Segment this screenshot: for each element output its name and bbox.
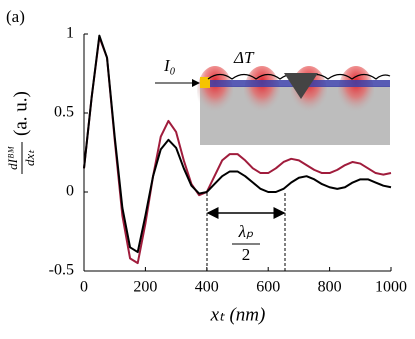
inset-schematic: I₀ ΔT (155, 48, 391, 145)
probe-tip (284, 73, 318, 99)
x-tick-label: 1000 (375, 279, 407, 296)
period-annotation: λₚ 2 (206, 193, 286, 271)
panel-label: (a) (6, 7, 25, 26)
x-tick-label: 800 (318, 279, 342, 296)
x-tick-label: 400 (195, 279, 219, 296)
y-tick-label: 0 (66, 183, 74, 200)
y-label-unit: (a. u.) (10, 91, 31, 136)
y-tick-label: -0.5 (49, 262, 74, 279)
y-tick-label: 1 (66, 25, 74, 42)
x-tick-label: 200 (133, 279, 157, 296)
heat-spot (338, 66, 374, 118)
plot: 0 200 400 600 800 1000 -0.5 0 0.5 1 (49, 25, 407, 296)
y-axis-label: dIᴮᴹ dxₜ (a. u.) (5, 91, 37, 174)
x-tick-label: 600 (256, 279, 280, 296)
period-denominator: 2 (242, 245, 251, 264)
y-label-denominator: dxₜ (22, 149, 37, 166)
source (200, 77, 210, 88)
series-line (83, 34, 392, 254)
y-tick-label: 0.5 (54, 104, 74, 121)
heat-spot (197, 66, 233, 118)
x-axis-label: xₜ (nm) (210, 304, 266, 325)
x-tick-label: 0 (80, 279, 88, 296)
period-numerator: λₚ (238, 222, 254, 241)
series-line (83, 36, 392, 265)
y-label-numerator: dIᴮᴹ (5, 146, 20, 170)
heating-label: ΔT (233, 48, 255, 67)
source-label: I₀ (163, 56, 176, 75)
heat-spot (244, 66, 280, 118)
